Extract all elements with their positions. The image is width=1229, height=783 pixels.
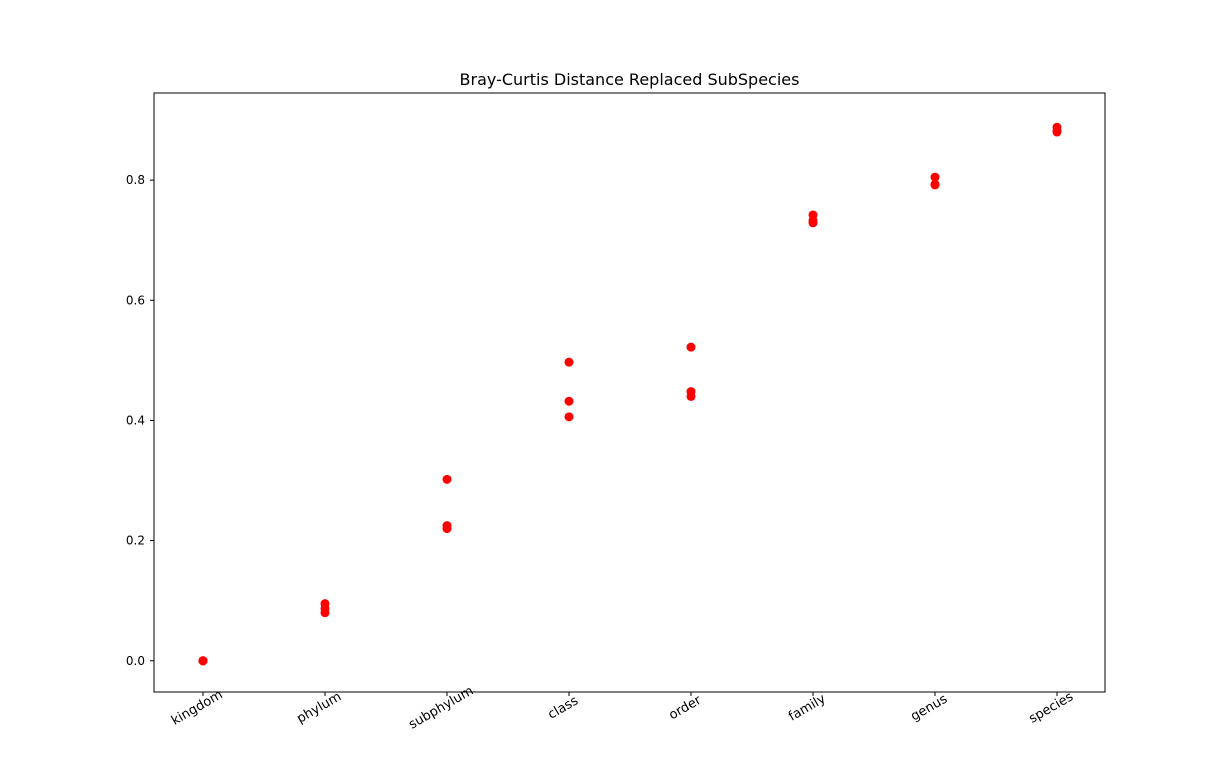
y-tick-label: 0.2 <box>126 534 145 548</box>
y-tick-label: 0.8 <box>126 173 145 187</box>
plot-area <box>153 92 1106 693</box>
data-point-class <box>564 396 574 406</box>
y-tick-label: 0.6 <box>126 293 145 307</box>
data-point-family <box>808 218 818 228</box>
y-axis: 0.0 0.2 0.4 0.6 0.8 <box>126 173 154 668</box>
data-point-order <box>686 391 696 401</box>
y-tick-label: 0.4 <box>126 413 145 427</box>
data-points <box>198 122 1062 666</box>
data-point-genus <box>930 172 940 182</box>
data-point-class <box>564 412 574 422</box>
y-tick-label: 0.0 <box>126 654 145 668</box>
data-point-subphylum <box>442 524 452 534</box>
data-point-genus <box>930 180 940 190</box>
data-point-order <box>686 342 696 352</box>
chart-title: Bray-Curtis Distance Replaced SubSpecies <box>460 70 800 89</box>
data-point-species <box>1052 127 1062 137</box>
data-point-phylum <box>320 608 330 618</box>
data-point-class <box>564 357 574 367</box>
data-point-kingdom <box>198 656 208 666</box>
data-point-subphylum <box>442 474 452 484</box>
